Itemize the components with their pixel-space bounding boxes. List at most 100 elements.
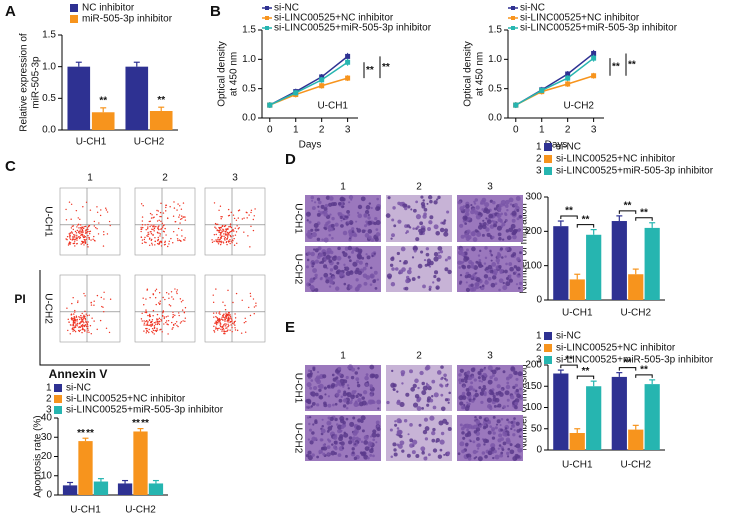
cell	[342, 421, 346, 425]
y-tick-label: 150	[525, 381, 542, 392]
cell	[467, 402, 471, 406]
cell	[458, 266, 462, 269]
cell	[464, 211, 470, 217]
cell	[358, 393, 363, 397]
cell	[506, 404, 510, 408]
cell	[375, 206, 381, 212]
cell-dot	[224, 230, 226, 233]
cell-dot	[234, 317, 237, 319]
cell	[329, 227, 334, 232]
cell-dot	[174, 322, 176, 325]
cell-dot	[245, 211, 248, 214]
cell-dot	[177, 325, 179, 328]
cell	[512, 230, 517, 235]
cell	[352, 430, 358, 436]
cell-dot	[228, 317, 230, 320]
cell-dot	[221, 230, 223, 232]
cell	[483, 262, 487, 265]
cell-dot	[250, 209, 253, 212]
cell-dot	[103, 231, 105, 233]
cell-dot	[227, 325, 229, 328]
cell	[433, 224, 439, 230]
bracket	[560, 364, 578, 369]
cell	[514, 445, 517, 448]
cell-dot	[225, 228, 227, 230]
cell	[447, 269, 452, 275]
cell	[368, 221, 373, 226]
cell	[446, 383, 449, 386]
cell	[364, 224, 367, 228]
cell-dot	[215, 288, 217, 290]
cell	[483, 393, 487, 397]
cell	[492, 415, 496, 419]
cell	[345, 417, 349, 421]
error-bar	[67, 481, 74, 486]
cell	[479, 249, 482, 252]
cell-dot	[253, 215, 255, 217]
cell-dot	[178, 314, 180, 317]
cell-dot	[174, 288, 176, 290]
cell	[330, 202, 335, 207]
cell	[476, 443, 480, 448]
flow-plot	[204, 274, 266, 343]
cell-dot	[65, 238, 67, 240]
cell	[346, 392, 352, 398]
cell-dot	[223, 235, 225, 238]
cell-dot	[147, 223, 149, 226]
cell-dot	[99, 319, 102, 322]
cell	[494, 426, 498, 430]
point	[345, 53, 351, 59]
cell	[486, 219, 492, 225]
cell	[329, 268, 334, 272]
axis-arrow	[39, 270, 150, 366]
x-tick-label: 1	[293, 125, 299, 136]
cell-dot	[219, 229, 222, 231]
cell-dot	[228, 240, 230, 243]
cell	[320, 204, 325, 209]
cell	[348, 229, 354, 235]
cell	[485, 279, 488, 282]
y-tick-label: 1.5	[42, 30, 56, 41]
cell-dot	[90, 239, 92, 241]
cell-dot	[217, 223, 219, 226]
cell	[509, 394, 515, 400]
cell	[316, 237, 321, 242]
cell	[343, 431, 346, 435]
legend-number: 2	[536, 343, 542, 354]
cell	[357, 418, 362, 423]
legend-number: 1	[46, 383, 52, 394]
cell-dot	[164, 298, 166, 301]
cell	[475, 214, 481, 220]
cell-dot	[253, 313, 255, 315]
cell-dot	[142, 226, 144, 229]
cell-dot	[80, 231, 82, 233]
cell-dot	[90, 302, 92, 304]
cell-dot	[162, 224, 165, 227]
cell	[460, 251, 465, 257]
cell	[376, 399, 382, 405]
cell	[376, 433, 380, 438]
cell	[394, 423, 398, 427]
cell	[310, 391, 316, 397]
cell-dot	[156, 231, 159, 233]
cell	[309, 440, 314, 445]
cell-dot	[80, 224, 82, 226]
cell-dot	[167, 320, 170, 322]
x-tick-label: U-CH1	[562, 308, 593, 319]
cell-dot	[84, 295, 86, 297]
cell	[465, 388, 470, 392]
cell	[465, 281, 468, 284]
cell-dot	[240, 332, 243, 334]
cell-dot	[216, 319, 219, 322]
cell-dot	[72, 324, 75, 327]
cell-dot	[167, 323, 169, 326]
cell-dot	[82, 318, 85, 320]
cell	[443, 377, 447, 380]
cell-dot	[76, 323, 79, 325]
y-axis-label: miR-505-3p	[31, 56, 42, 109]
cell	[415, 214, 422, 220]
cell-dot	[160, 318, 162, 321]
cell-dot	[140, 318, 143, 320]
legend-swatch	[544, 155, 552, 163]
cell	[433, 256, 439, 262]
